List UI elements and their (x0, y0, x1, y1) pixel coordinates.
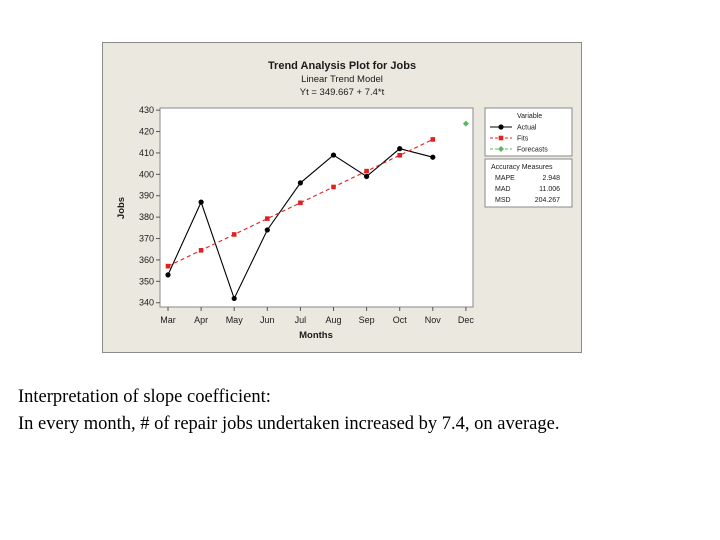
legend-label: Forecasts (517, 147, 548, 154)
legend-label: Actual (517, 125, 537, 132)
data-point-fits (298, 200, 303, 206)
chart-equation: Yt = 349.667 + 7.4*t (300, 87, 385, 98)
data-point-fits (397, 152, 402, 158)
x-tick-label: Dec (458, 315, 475, 325)
y-axis: 340 350 360 370 380 390 400 410 420 430 (139, 105, 160, 308)
x-axis-label: Months (299, 330, 333, 341)
data-point-fits (331, 184, 336, 190)
y-tick-label: 370 (139, 234, 154, 244)
accuracy-row-mad: MAD 11.006 (495, 186, 560, 193)
data-point-actual (364, 173, 370, 180)
data-point-actual (297, 180, 303, 186)
y-tick-label: 360 (139, 255, 154, 265)
accuracy-row-msd: MSD 204.267 (495, 197, 560, 204)
accuracy-title: Accuracy Measures (491, 164, 553, 171)
legend-item-fits: Fits (490, 136, 529, 143)
caption-line-1: Interpretation of slope coefficient: (18, 387, 271, 407)
y-tick-label: 400 (139, 169, 154, 179)
series-forecasts (462, 120, 469, 127)
data-point-actual (330, 152, 337, 158)
x-axis: Mar Apr May Jun Jul Aug Sep Oct Nov Dec (160, 307, 474, 325)
x-tick-label: Oct (393, 315, 408, 325)
legend-marker (498, 146, 504, 152)
x-tick-label: Apr (194, 315, 208, 325)
legend-label: Fits (517, 136, 529, 143)
data-point-actual (264, 227, 270, 233)
data-point-fits (231, 232, 237, 237)
accuracy-value: 204.267 (535, 197, 560, 204)
y-tick-label: 340 (139, 298, 154, 308)
caption-line-2: In every month, # of repair jobs underta… (18, 413, 560, 434)
data-point-fits (165, 263, 171, 269)
x-tick-label: May (226, 315, 244, 325)
data-point-fits (198, 247, 204, 253)
y-tick-label: 420 (139, 127, 154, 137)
legend-item-actual: Actual (490, 124, 537, 132)
data-point-fits (364, 168, 369, 174)
chart-title: Trend Analysis Plot for Jobs (268, 60, 416, 72)
series-fits (165, 137, 436, 269)
x-tick-label: Nov (425, 315, 442, 325)
data-point-actual (198, 199, 204, 205)
accuracy-label: MAD (495, 186, 511, 193)
data-point-actual (430, 154, 436, 160)
data-point-actual (165, 272, 171, 278)
data-point-actual (231, 295, 237, 302)
accuracy-value: 11.006 (539, 186, 560, 193)
y-tick-label: 380 (139, 212, 154, 222)
accuracy-box: Accuracy Measures MAPE 2.948 MAD 11.006 MSD 2… (484, 158, 573, 208)
data-point-fits (430, 137, 436, 142)
trend-chart: Trend Analysis Plot for Jobs Linear Tren… (102, 42, 582, 353)
x-tick-label: Mar (160, 315, 176, 325)
x-tick-label: Sep (359, 315, 375, 325)
legend-box: Variable Actual Fits Forecasts (484, 107, 573, 157)
y-tick-label: 390 (139, 191, 154, 201)
x-tick-label: Jun (260, 315, 275, 325)
x-tick-label: Aug (325, 315, 341, 325)
legend-marker (498, 124, 504, 130)
series-actual (165, 146, 436, 302)
x-tick-label: Jul (295, 315, 307, 325)
y-axis-label: Jobs (116, 197, 127, 219)
series-layer (165, 120, 469, 302)
chart-subtitle: Linear Trend Model (301, 74, 383, 85)
accuracy-label: MAPE (495, 175, 515, 182)
plot-area (159, 107, 474, 308)
data-point-forecasts (462, 120, 469, 127)
accuracy-label: MSD (495, 197, 511, 204)
legend-marker (498, 135, 504, 141)
caption: Interpretation of slope coefficient: In … (18, 384, 718, 437)
legend-item-forecasts: Forecasts (490, 146, 548, 154)
accuracy-row-mape: MAPE 2.948 (495, 175, 560, 182)
legend-title: Variable (517, 113, 542, 120)
y-tick-label: 350 (139, 276, 154, 286)
y-tick-label: 410 (139, 148, 154, 158)
y-tick-label: 430 (139, 105, 154, 115)
data-point-fits (265, 216, 270, 221)
accuracy-value: 2.948 (542, 175, 560, 182)
data-point-actual (397, 146, 403, 152)
